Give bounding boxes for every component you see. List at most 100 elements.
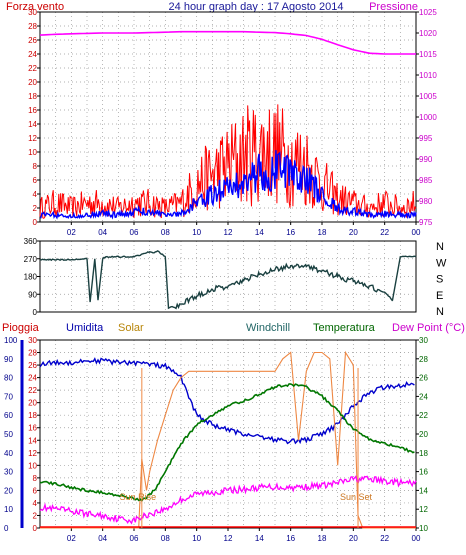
tick-label: 2 bbox=[33, 204, 38, 213]
x-tick-label: 00 bbox=[412, 534, 421, 543]
humidity-tick-label: 60 bbox=[4, 411, 13, 420]
tick-label: 975 bbox=[419, 218, 433, 227]
x-tick-label: 18 bbox=[318, 228, 327, 237]
sun-annotation: Sun Set bbox=[340, 492, 373, 502]
x-tick-label: 06 bbox=[130, 534, 139, 543]
tick-label: 10 bbox=[28, 148, 37, 157]
tick-label: 22 bbox=[28, 386, 37, 395]
humidity-tick-label: 90 bbox=[4, 355, 13, 364]
x-tick-label: 04 bbox=[98, 534, 107, 543]
humidity-tick-label: 100 bbox=[4, 336, 18, 345]
tick-label: 26 bbox=[28, 361, 37, 370]
x-tick-label: 16 bbox=[286, 534, 295, 543]
x-tick-label: 20 bbox=[349, 534, 358, 543]
tick-label: 16 bbox=[28, 106, 37, 115]
tick-label: 26 bbox=[419, 374, 428, 383]
tick-label: 270 bbox=[24, 255, 38, 264]
x-tick-label: 22 bbox=[380, 228, 389, 237]
tick-label: 30 bbox=[28, 8, 37, 17]
solar-label: Solar bbox=[118, 322, 144, 334]
dewpoint-line bbox=[39, 475, 417, 525]
tick-label: 28 bbox=[28, 349, 37, 358]
panel3-series bbox=[39, 350, 417, 529]
tick-label: 16 bbox=[28, 424, 37, 433]
x-tick-label: 22 bbox=[380, 534, 389, 543]
tick-label: 360 bbox=[24, 237, 38, 246]
x-tick-label: 02 bbox=[67, 228, 76, 237]
panel1-series bbox=[39, 30, 417, 220]
compass-label: W bbox=[436, 257, 447, 269]
tick-label: 24 bbox=[28, 374, 37, 383]
tick-label: 1000 bbox=[419, 113, 437, 122]
wind-speed-line bbox=[39, 150, 417, 220]
panel3-grid bbox=[40, 339, 416, 529]
panel1-right-ticks: 975 980 985 990 995 1000 1005 1010 1015 1020 1025 bbox=[416, 8, 437, 227]
sun-annotation: Sun Rise bbox=[120, 492, 157, 502]
tick-label: 4 bbox=[33, 190, 38, 199]
panel3-x-ticks: 02 04 06 08 10 12 14 16 18 20 22 00 bbox=[67, 528, 421, 543]
chart-title: 24 hour graph day : 17 Agosto 2014 bbox=[169, 1, 344, 13]
x-tick-label: 10 bbox=[192, 534, 201, 543]
panel2-ticks: 0 90 180 270 360 bbox=[24, 237, 40, 317]
humidity-tick-label: 30 bbox=[4, 468, 13, 477]
tick-label: 18 bbox=[419, 449, 428, 458]
humidity-tick-label: 40 bbox=[4, 449, 13, 458]
humidity-tick-label: 20 bbox=[4, 486, 13, 495]
tick-label: 16 bbox=[419, 468, 428, 477]
wind-gust-line bbox=[39, 104, 417, 219]
humidity-tick-label: 50 bbox=[4, 430, 13, 439]
compass-label: S bbox=[436, 274, 443, 286]
tick-label: 20 bbox=[419, 430, 428, 439]
x-tick-label: 16 bbox=[286, 228, 295, 237]
panel2-series bbox=[39, 250, 417, 310]
tick-label: 24 bbox=[419, 392, 428, 401]
tick-label: 180 bbox=[24, 273, 38, 282]
tick-label: 0 bbox=[33, 524, 38, 533]
tick-label: 20 bbox=[28, 399, 37, 408]
wind-axis-label: Forza vento bbox=[6, 1, 64, 13]
tick-label: 12 bbox=[28, 449, 37, 458]
tick-label: 1025 bbox=[419, 8, 437, 17]
x-tick-label: 12 bbox=[224, 228, 233, 237]
solar-line bbox=[40, 350, 416, 529]
tick-label: 2 bbox=[33, 511, 38, 520]
humidity-label: Umidita bbox=[66, 322, 104, 334]
humidity-tick-label: 10 bbox=[4, 505, 13, 514]
tick-label: 8 bbox=[33, 162, 38, 171]
panel3-humidity-ticks: 0 10 20 30 40 50 60 70 80 90 100 bbox=[4, 336, 24, 533]
compass-label: N bbox=[436, 306, 444, 318]
panel1-x-ticks: 02 04 06 08 10 12 14 16 18 20 22 00 bbox=[67, 222, 421, 237]
compass-label: N bbox=[436, 241, 444, 253]
tick-label: 10 bbox=[28, 461, 37, 470]
tick-label: 1005 bbox=[419, 92, 437, 101]
tick-label: 14 bbox=[28, 436, 37, 445]
temperature-label: Temperatura bbox=[313, 322, 376, 334]
tick-label: 30 bbox=[28, 336, 37, 345]
humidity-tick-label: 70 bbox=[4, 392, 13, 401]
tick-label: 0 bbox=[33, 218, 38, 227]
humidity-line bbox=[39, 357, 415, 445]
tick-label: 20 bbox=[28, 78, 37, 87]
x-tick-label: 08 bbox=[161, 228, 170, 237]
x-tick-label: 14 bbox=[255, 534, 264, 543]
tick-label: 18 bbox=[28, 92, 37, 101]
tick-label: 8 bbox=[33, 474, 38, 483]
tick-label: 12 bbox=[28, 134, 37, 143]
tick-label: 995 bbox=[419, 134, 433, 143]
tick-label: 28 bbox=[419, 355, 428, 364]
tick-label: 22 bbox=[28, 64, 37, 73]
x-tick-label: 02 bbox=[67, 534, 76, 543]
x-tick-label: 20 bbox=[349, 228, 358, 237]
humidity-tick-label: 80 bbox=[4, 374, 13, 383]
wind-direction-line bbox=[39, 250, 417, 310]
tick-label: 12 bbox=[419, 505, 428, 514]
tick-label: 14 bbox=[419, 486, 428, 495]
rain-axis-label: Pioggia bbox=[2, 322, 40, 334]
tick-label: 1020 bbox=[419, 29, 437, 38]
tick-label: 26 bbox=[28, 36, 37, 45]
tick-label: 14 bbox=[28, 120, 37, 129]
dewpoint-label: Dew Point (°C) bbox=[392, 322, 465, 334]
